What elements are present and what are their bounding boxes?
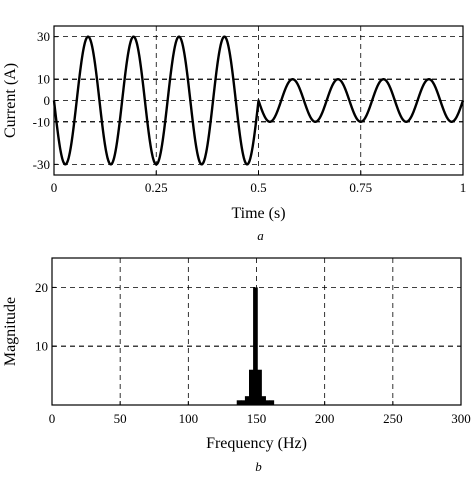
panel-b-x-tick-label: 250	[383, 411, 403, 426]
panel-a-label: a	[257, 228, 264, 243]
panel-a-x-tick-label: 0	[51, 180, 58, 195]
panel-a-y-tick-label: 10	[37, 72, 50, 87]
panel-a-x-tick-label: 1	[460, 180, 467, 195]
spectrum-bar	[265, 400, 271, 405]
spectrum-bar	[244, 396, 250, 405]
panel-a-x-tick-label: 0.5	[250, 180, 266, 195]
panel-b-x-tick-label: 300	[451, 411, 471, 426]
panel-a-y-axis-label: Current (A)	[2, 63, 19, 138]
panel-b-y-axis-label: Magnitude	[2, 297, 19, 366]
panel-b-x-tick-label: 200	[315, 411, 335, 426]
panel-a-x-tick-label: 0.25	[145, 180, 168, 195]
spectrum-bar	[261, 396, 266, 405]
panel-b-y-tick-label: 10	[35, 339, 48, 354]
spectrum-bar	[257, 369, 262, 405]
panel-a-y-tick-label: 30	[37, 29, 50, 44]
panel-a-y-tick-label: -30	[33, 157, 50, 172]
panel-a-y-tick-label: 0	[44, 93, 51, 108]
panel-b-chart: 0 50 100 150 200 250 300 10 20 Frequency (Hz) M…	[2, 257, 471, 474]
panel-b-y-tick-label: 20	[35, 280, 48, 295]
spectrum-bar	[253, 287, 258, 405]
panel-a-chart: 0 0.25 0.5 0.75 1 30 10 0 -10 -30 Time (s) Curre…	[2, 25, 467, 243]
spectrum-bar	[269, 400, 275, 405]
spectrum-bar	[249, 369, 254, 405]
panel-a-x-tick-label: 0.75	[349, 180, 372, 195]
panel-a-y-ticks: 30 10 0 -10 -30	[33, 29, 58, 172]
panel-b-x-tick-label: 150	[247, 411, 267, 426]
panel-a-y-tick-label: -10	[33, 114, 50, 129]
spectrum-bar	[236, 400, 242, 405]
spectrum-bar	[240, 400, 246, 405]
panel-b-x-tick-label: 0	[49, 411, 56, 426]
panel-b-bars	[236, 287, 275, 405]
panel-a-x-axis-label: Time (s)	[231, 205, 285, 222]
current-waveform-line	[52, 35, 465, 166]
panel-b-y-ticks: 10 20	[35, 280, 56, 354]
panel-b-x-tick-label: 50	[114, 411, 127, 426]
panel-b-x-ticks: 0 50 100 150 200 250 300	[49, 401, 471, 426]
panel-b-x-tick-label: 100	[179, 411, 199, 426]
panel-b-label: b	[255, 459, 262, 474]
panel-a-x-ticks: 0 0.25 0.5 0.75 1	[51, 171, 467, 195]
panel-b-x-axis-label: Frequency (Hz)	[206, 435, 307, 452]
